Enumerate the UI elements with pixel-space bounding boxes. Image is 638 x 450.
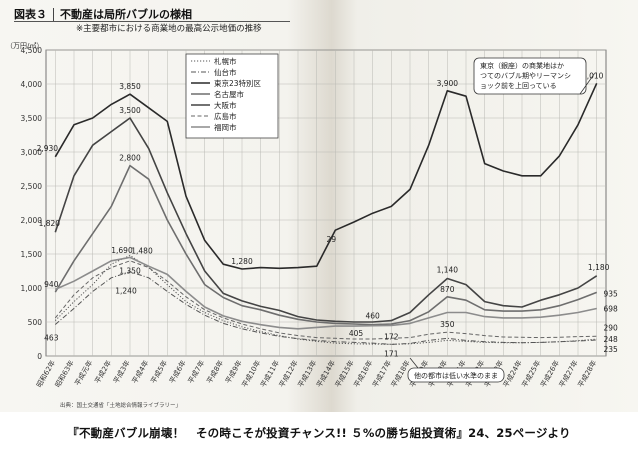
figure-subtitle: ※主要都市における商業地の最高公示地価の推移 [76, 24, 262, 34]
annotation-pointer-others [409, 357, 419, 369]
legend-label-nagoya: 名古屋市 [214, 89, 244, 99]
data-label: 3,500 [119, 106, 141, 115]
legend-label-osaka: 大阪市 [214, 100, 237, 110]
data-label: 698 [604, 305, 619, 314]
data-label: 2,930 [37, 144, 59, 153]
data-label: 2,800 [119, 154, 141, 163]
legend-label-hiroshima: 広島市 [214, 111, 237, 121]
land-price-line-chart: 0 500 1,000 1,500 2,000 2,500 3,000 3,500 4,000 4… [6, 42, 618, 389]
data-label: 1,480 [131, 246, 153, 255]
y-axis-label: （万円/㎡） [6, 42, 43, 50]
data-label: 350 [440, 320, 455, 329]
x-tick-label: 平成8年 [205, 359, 226, 386]
data-label: 1,820 [39, 219, 61, 228]
data-label: 3,900 [437, 79, 459, 88]
data-label: 1,280 [231, 257, 253, 266]
annotation-text-tokyo: 東京（銀座）の商業地はかつてのバブル期やリーマンショック前を上回っている [480, 61, 571, 90]
y-tick-label: 500 [28, 318, 43, 327]
annotation-layer: 東京（銀座）の商業地はかつてのバブル期やリーマンショック前を上回っている他の都市… [407, 57, 595, 383]
series-line-nagoya [54, 164, 597, 326]
y-tick-label: 4,500 [21, 46, 43, 55]
y-tick-label: 1,500 [21, 250, 43, 259]
y-tick-label: 3,500 [21, 114, 43, 123]
series-line-osaka [54, 117, 598, 323]
y-tick-label: 4,000 [21, 80, 43, 89]
figure-title: 不動産は局所バブルの様相 [60, 8, 192, 21]
annotation-box-others [407, 367, 505, 383]
x-tick-label: 平成3年 [111, 359, 132, 386]
data-label: 1,350 [119, 266, 141, 275]
x-tick-label: 平成2年 [93, 359, 114, 386]
y-tick-label: 2,000 [21, 216, 43, 225]
annotation-box-tokyo [473, 57, 587, 95]
series-line-hiroshima [54, 260, 597, 340]
y-tick-label: 1,000 [21, 284, 43, 293]
data-label: 248 [604, 335, 619, 344]
data-label: 1,690 [111, 246, 133, 255]
x-tick-label: 平成9年 [223, 359, 244, 386]
data-label: 870 [440, 285, 455, 294]
data-label: 172 [384, 332, 399, 341]
figure-header: 図表３ 不動産は局所バブルの様相 [14, 6, 192, 22]
grid-layer [45, 49, 607, 357]
legend-label-fukuoka: 福岡市 [214, 122, 237, 132]
data-label-layer: 2,9303,8501,2803,9004,0101,8203,5001,140… [37, 71, 618, 358]
title-underline [14, 21, 290, 22]
series-layer [54, 82, 598, 345]
data-label: 1,240 [115, 287, 137, 296]
data-label: 460 [366, 312, 381, 321]
x-tick-label: 平成7年 [186, 359, 207, 386]
series-line-fukuoka [54, 256, 597, 330]
data-label: 171 [384, 349, 399, 358]
series-line-tokyo [54, 82, 598, 270]
legend-label-sendai: 仙台市 [214, 67, 237, 77]
legend-label-tokyo: 東京23特別区 [214, 78, 262, 88]
legend-box [185, 53, 279, 139]
legend-label-sapporo: 札幌市 [214, 56, 237, 66]
source-note: 出典：国土交通省「土地総合情報ライブラリー」 [60, 403, 182, 409]
data-label: 29 [327, 235, 337, 244]
data-label: 235 [604, 345, 619, 354]
x-tick-label: 平成4年 [130, 359, 151, 386]
annotation-pointer [579, 73, 595, 95]
y-tick-label: 0 [37, 352, 42, 361]
data-label: 463 [44, 334, 59, 343]
data-label: 3,850 [119, 82, 141, 91]
y-tick-label: 2,500 [21, 182, 43, 191]
series-line-sendai [54, 271, 597, 345]
y-tick-label: 3,000 [21, 148, 43, 157]
data-label: 935 [604, 289, 619, 298]
data-label: 1,180 [588, 263, 610, 272]
figure-label: 図表３ [14, 8, 54, 21]
data-label: 290 [604, 323, 619, 332]
annotation-text-others: 他の都市は低い水準のまま [414, 371, 498, 380]
data-label: 405 [349, 329, 364, 338]
data-label: 940 [44, 280, 59, 289]
data-label: 1,140 [437, 265, 459, 274]
x-tick-label: 平成5年 [149, 359, 170, 386]
book-caption: 『不動産バブル崩壊！ その時こそが投資チャンス!! ５%の勝ち組投資術』24、2… [67, 426, 571, 440]
x-tick-label: 平成元年 [73, 359, 95, 388]
x-tick-label: 平成6年 [167, 359, 188, 386]
